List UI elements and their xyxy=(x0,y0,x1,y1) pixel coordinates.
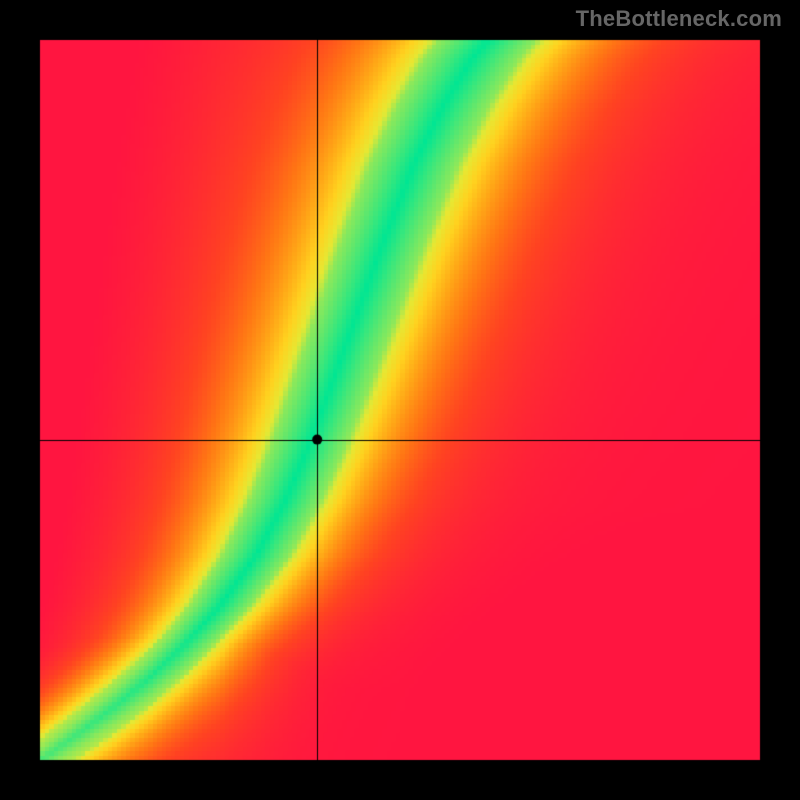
watermark-text: TheBottleneck.com xyxy=(576,6,782,32)
heatmap-canvas xyxy=(0,0,800,800)
